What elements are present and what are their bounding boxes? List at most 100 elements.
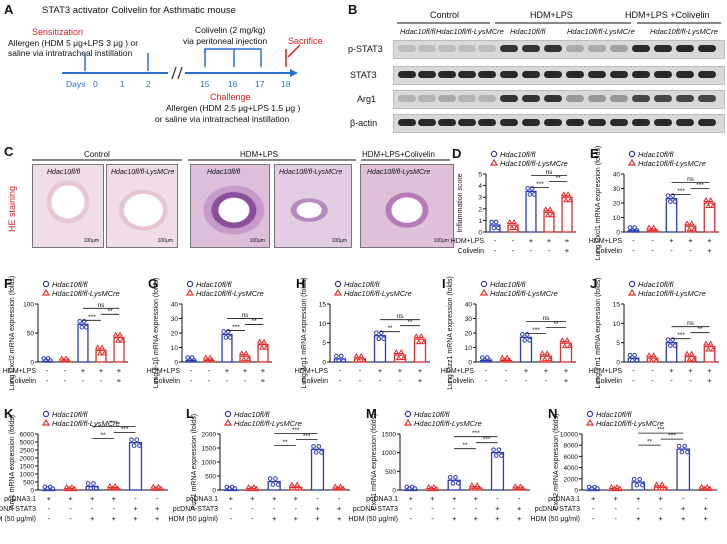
treatment-mark: - (660, 504, 663, 513)
treatment-label: HDM+LPS (589, 368, 623, 375)
data-point (547, 206, 553, 212)
blot-band-actin-10 (588, 119, 606, 126)
data-point (245, 356, 252, 362)
data-point (241, 356, 247, 362)
bar-3 (519, 336, 533, 363)
data-point (560, 191, 567, 197)
day-1: 1 (120, 79, 125, 89)
data-point (474, 482, 481, 488)
data-point (187, 358, 193, 363)
data-point (334, 353, 339, 359)
bar-5 (703, 345, 716, 363)
data-point (288, 481, 295, 487)
blot-band-pstat3-5 (478, 45, 496, 52)
blot-band-arg1-3 (438, 95, 456, 102)
bar-5 (310, 448, 325, 491)
y-tick-label: 0 (468, 360, 472, 367)
treatment-mark: + (688, 236, 693, 245)
treatment-mark: - (379, 376, 382, 385)
day-0: 0 (93, 79, 98, 89)
treatment-mark: - (48, 514, 51, 523)
data-point (273, 476, 278, 481)
blot-band-actin-8 (544, 119, 562, 126)
data-point (398, 349, 405, 355)
y-axis-label: Lung Ym1 mRNA expression (folds) (595, 277, 602, 388)
data-point (632, 352, 637, 358)
blot-band-pstat3-13 (654, 45, 672, 52)
y-tick-label: 1000 (202, 460, 217, 467)
blot-band-stat3-6 (500, 71, 518, 78)
y-tick-label: 5 (616, 340, 620, 347)
treatment-mark: - (156, 494, 159, 503)
blot-band-arg1-1 (398, 95, 416, 102)
blot-band-pstat3-4 (458, 45, 476, 52)
data-point (688, 350, 695, 356)
y-tick-label: 2500 (20, 448, 35, 455)
bar-4 (543, 211, 555, 233)
treatment-label: Colivelin (458, 248, 485, 255)
treatment-label: HDM+LPS (3, 368, 37, 375)
y-tick-label: 10 (319, 321, 327, 328)
data-point (672, 199, 678, 204)
data-point (703, 340, 709, 346)
treatment-mark: - (359, 376, 362, 385)
blot-band-pstat3-12 (632, 45, 650, 52)
treatment-mark: + (409, 494, 414, 503)
legend-wt-marker (628, 150, 636, 158)
scalebar-1: 100μm (83, 238, 99, 244)
data-point (686, 356, 693, 362)
legend-ko-marker (223, 418, 233, 426)
treatment-mark: + (707, 376, 712, 385)
y-tick-label: 40 (465, 302, 473, 309)
blot-band-pstat3-1 (398, 45, 416, 52)
sig-label: ** (387, 325, 393, 332)
treatment-label: HDM+LPS (441, 368, 475, 375)
data-point (565, 191, 571, 197)
blot-band-actin-11 (610, 119, 628, 126)
treatment-mark: - (615, 504, 618, 513)
y-axis-label: Lung Cxcl1 mRNA expression (folds) (595, 146, 602, 260)
treatment-mark: - (545, 376, 548, 385)
day-15: 15 (200, 79, 210, 89)
data-point (71, 485, 78, 491)
data-point (646, 224, 652, 230)
treatment-mark: - (453, 504, 456, 513)
data-point (688, 220, 695, 226)
treatment-mark: - (251, 514, 254, 523)
legend-ko-marker (41, 418, 51, 426)
treatment-mark: + (250, 494, 255, 503)
blot-band-actin-4 (458, 119, 476, 126)
y-tick-label: 1000 (382, 450, 397, 457)
treatment-mark: - (651, 366, 654, 375)
treatment-mark: + (47, 494, 52, 503)
data-point (336, 358, 342, 363)
y-tick-label: 4000 (564, 465, 579, 472)
sig-label: *** (536, 181, 544, 188)
blot-band-pstat3-6 (500, 45, 518, 52)
histo-group-colivelin: HDM+LPS+Colivelin (362, 150, 435, 159)
y-tick-label: 500 (385, 469, 396, 476)
treatment-mark: - (670, 376, 673, 385)
treatment-mark: + (155, 514, 160, 523)
data-point (415, 339, 422, 345)
data-point (378, 330, 384, 336)
treatment-mark: - (632, 376, 635, 385)
day-2: 2 (146, 79, 151, 89)
treatment-label: Colivelin (10, 378, 37, 385)
data-point (670, 337, 675, 342)
legend-wt-marker (404, 410, 412, 418)
panel-k-letter: K (4, 406, 14, 421)
treatment-label: HDM (50 μg/ml) (348, 516, 398, 523)
data-point (559, 337, 566, 343)
legend-ko-marker (585, 418, 595, 426)
allergen-sensitization-text: Allergen (HDM 5 μg+LPS 3 μg ) or (8, 38, 139, 48)
bar-5 (413, 338, 427, 363)
y-tick-label: 0 (616, 360, 620, 367)
y-tick-label: 0 (574, 488, 578, 495)
data-point (256, 338, 263, 344)
legend-ko-marker (627, 158, 637, 166)
data-point (608, 483, 615, 489)
blot-band-pstat3-9 (566, 45, 584, 52)
